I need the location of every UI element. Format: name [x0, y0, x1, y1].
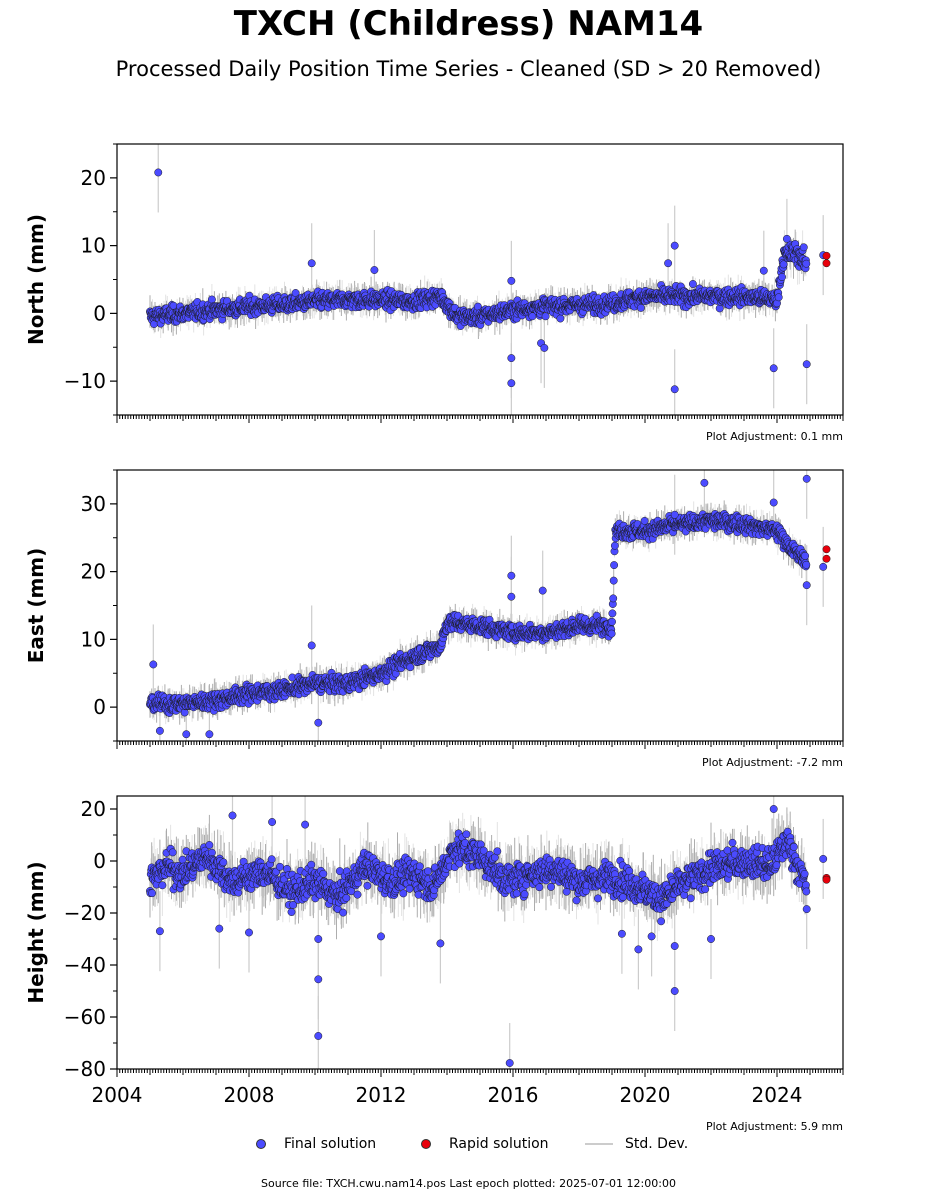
panel-north: −10 0 10 20 North (mm) Plot Adjustment: 0.1 m…: [24, 143, 844, 443]
chart-subtitle: Processed Daily Position Time Series - C…: [115, 57, 822, 81]
y-tick-label: −10: [64, 369, 106, 393]
final-point: [370, 266, 379, 274]
final-point: [670, 385, 679, 394]
final-point: [636, 303, 645, 312]
final-point: [207, 295, 216, 304]
y-tick-label: 0: [93, 301, 106, 325]
final-point: [608, 609, 617, 618]
chart-title: TXCH (Childress) NAM14: [233, 4, 704, 44]
y-tick-label: 20: [81, 166, 106, 190]
plot-area-east: [146, 470, 831, 741]
final-point: [759, 266, 768, 275]
final-point: [799, 243, 808, 252]
final-point: [291, 289, 300, 297]
final-point: [640, 516, 649, 525]
final-point: [540, 343, 549, 352]
final-point: [609, 576, 618, 585]
plot-frame: [116, 143, 844, 416]
final-point: [802, 360, 811, 369]
final-point: [610, 561, 619, 570]
final-point: [802, 259, 811, 268]
final-point: [556, 314, 565, 323]
final-point: [782, 234, 791, 243]
rapid-point: [822, 251, 831, 260]
final-point: [507, 379, 516, 388]
final-point: [664, 259, 673, 268]
y-axis-label: North (mm): [24, 214, 48, 345]
plot-adjustment-note: Plot Adjustment: 0.1 mm: [706, 430, 843, 443]
final-point: [507, 354, 516, 363]
final-point: [670, 241, 679, 250]
final-point: [609, 594, 618, 603]
final-point: [607, 629, 616, 638]
final-point: [154, 168, 163, 177]
final-point: [774, 293, 783, 302]
final-point: [406, 663, 415, 672]
rapid-point: [822, 259, 831, 268]
final-point: [778, 273, 786, 281]
final-point: [610, 541, 619, 550]
final-point: [779, 260, 788, 269]
plot-area-north: [146, 144, 831, 415]
y-tick-label: 10: [81, 234, 106, 258]
final-point: [541, 312, 550, 321]
final-point: [507, 276, 516, 285]
final-point: [608, 617, 616, 626]
final-point: [688, 280, 697, 288]
final-point: [769, 364, 778, 373]
final-point: [307, 259, 316, 268]
